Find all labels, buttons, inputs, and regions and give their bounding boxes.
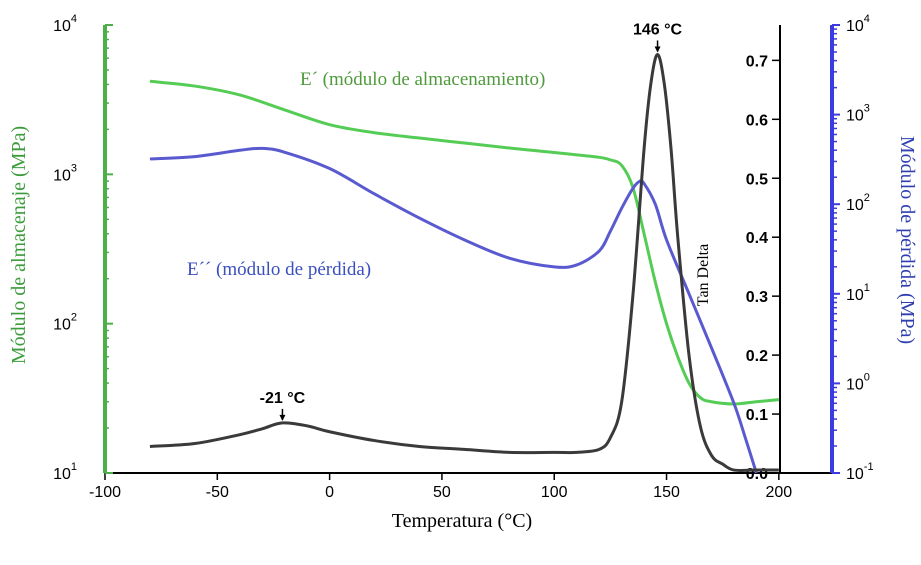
- left-axis-title: Módulo de almacenaje (MPa): [8, 126, 30, 364]
- left-tick-group: 101 102 103 104: [53, 13, 113, 483]
- series-label-storage: E´ (módulo de almacenamiento): [300, 69, 545, 90]
- x-tick-label: 0: [325, 484, 334, 501]
- tan-tick-label: 0.7: [746, 53, 768, 70]
- annotation-label: -21 °C: [260, 390, 306, 407]
- x-tick-label: -100: [89, 484, 121, 501]
- x-tick-label: 50: [433, 484, 451, 501]
- tan-tick-label: 0.6: [746, 112, 768, 129]
- series-line-0: [149, 79, 779, 406]
- right-tick-group: 10-1 100 101 102 103 104: [832, 13, 874, 483]
- tan-tick-label: 0.5: [746, 171, 768, 188]
- series-line-2: [149, 52, 779, 472]
- x-tick-label: 100: [541, 484, 568, 501]
- series-line-1: [149, 146, 758, 474]
- tan-tick-label: 0.1: [746, 407, 768, 424]
- right-tick-label: 103: [846, 103, 870, 125]
- x-axis-title: Temperatura (°C): [392, 510, 532, 532]
- right-tick-label: 101: [846, 282, 870, 304]
- x-tick-group: -100 -50 0 50 100 150 200: [89, 473, 792, 501]
- x-tick-label: 150: [653, 484, 680, 501]
- right-axis-title: Módulo de pérdida (MPa): [896, 136, 918, 344]
- left-tick-label: 101: [53, 461, 77, 483]
- annotation-layer: 146 °C -21 °C: [260, 21, 683, 421]
- right-tick-label: 100: [846, 371, 870, 393]
- tan-tick-label: 0.0: [746, 466, 768, 483]
- tan-axis-title: Tan Delta: [695, 244, 712, 306]
- series-label-loss: E´´ (módulo de pérdida): [187, 259, 371, 280]
- annotation-arrowhead: [279, 414, 286, 421]
- left-tick-label: 104: [53, 13, 77, 35]
- x-tick-label: -50: [206, 484, 229, 501]
- annotation-arrowhead: [654, 46, 661, 53]
- right-tick-label: 102: [846, 192, 870, 214]
- x-tick-label: 200: [765, 484, 792, 501]
- series-layer: [149, 52, 779, 474]
- left-tick-label: 102: [53, 312, 77, 334]
- right-tick-label: 10-1: [846, 461, 874, 483]
- tan-tick-label: 0.2: [746, 348, 768, 365]
- annotation-label: 146 °C: [633, 21, 683, 38]
- tan-tick-label: 0.4: [746, 230, 768, 247]
- tan-tick-group: 0.0 0.1 0.2 0.3 0.4 0.5 0.6 0.7: [746, 53, 780, 483]
- right-tick-label: 104: [846, 13, 870, 35]
- tan-tick-label: 0.3: [746, 289, 768, 306]
- left-tick-label: 103: [53, 162, 77, 184]
